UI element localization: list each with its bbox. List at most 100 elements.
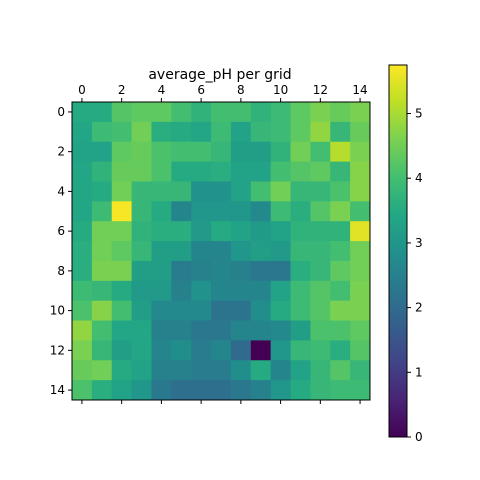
colorbar-tick-label-5: 5 (415, 107, 423, 121)
colorbar-ticks: 0 1 2 3 4 5 (407, 107, 423, 444)
heatmap-cell-r12-c13 (330, 340, 351, 361)
heatmap-cell-r14-c8 (230, 380, 252, 401)
x-tick-label-10: 10 (273, 83, 288, 97)
heatmap-cell-r2-c3 (131, 141, 152, 163)
x-tick-label-8: 8 (237, 83, 245, 97)
heatmap-cell-r2-c6 (191, 141, 212, 163)
heatmap-cell-r6-c7 (211, 221, 232, 242)
heatmap-cell-r8-c13 (330, 260, 351, 282)
heatmap-cell-r9-c3 (131, 280, 152, 302)
heatmap-cell-r7-c14 (350, 241, 371, 262)
heatmap-cell-r14-c0 (72, 380, 93, 401)
heatmap-cell-r14-c2 (111, 380, 133, 401)
heatmap-cell-r6-c3 (131, 221, 152, 242)
heatmap-cell-r13-c9 (250, 360, 272, 381)
heatmap-cell-r1-c0 (72, 121, 93, 143)
heatmap-cell-r11-c14 (350, 320, 371, 341)
heatmap-cell-r11-c5 (171, 320, 192, 341)
heatmap-cell-r13-c5 (171, 360, 192, 381)
heatmap-cell-r11-c13 (330, 320, 351, 341)
heatmap-cell-r13-c11 (290, 360, 311, 381)
heatmap-cell-r11-c7 (211, 320, 232, 341)
heatmap-cell-r10-c10 (270, 300, 292, 322)
heatmap-cell-r1-c9 (250, 121, 272, 143)
heatmap-cell-r10-c8 (230, 300, 252, 322)
heatmap-cell-r4-c8 (230, 181, 252, 202)
heatmap-cell-r11-c6 (191, 320, 212, 341)
heatmap-cell-r0-c7 (211, 102, 232, 123)
heatmap-cell-r8-c9 (250, 260, 272, 282)
heatmap-cell-r2-c10 (270, 141, 292, 163)
heatmap-cell-r1-c7 (211, 121, 232, 143)
heatmap-cell-r0-c6 (191, 102, 212, 123)
heatmap-cell-r3-c4 (151, 161, 172, 182)
heatmap-cell-r3-c14 (350, 161, 371, 182)
heatmap-cell-r12-c2 (111, 340, 133, 361)
heatmap-cell-r10-c3 (131, 300, 152, 322)
heatmap-cell-r3-c13 (330, 161, 351, 182)
heatmap-cell-r5-c3 (131, 201, 152, 222)
heatmap-cell-r3-c12 (310, 161, 331, 182)
heatmap-cell-r2-c1 (91, 141, 113, 163)
heatmap-cell-r14-c3 (131, 380, 152, 401)
heatmap-cell-r1-c13 (330, 121, 351, 143)
x-tick-label-12: 12 (313, 83, 328, 97)
heatmap-cell-r0-c13 (330, 102, 351, 123)
heatmap-cell-r6-c1 (91, 221, 113, 242)
heatmap-cell-r9-c7 (211, 280, 232, 302)
heatmap-cell-r5-c8 (230, 201, 252, 222)
heatmap-cell-r7-c3 (131, 241, 152, 262)
y-tick-label-0: 0 (57, 105, 65, 119)
heatmap-cell-r9-c0 (72, 280, 93, 302)
heatmap-cell-r3-c11 (290, 161, 311, 182)
heatmap-cell-r1-c8 (230, 121, 252, 143)
heatmap-cell-r9-c12 (310, 280, 331, 302)
heatmap-cell-r8-c1 (91, 260, 113, 282)
heatmap-cell-r11-c12 (310, 320, 331, 341)
heatmap-cell-r10-c11 (290, 300, 311, 322)
y-tick-label-8: 8 (57, 264, 65, 278)
heatmap-cell-r1-c1 (91, 121, 113, 143)
heatmap-cell-r10-c2 (111, 300, 133, 322)
heatmap-cell-r7-c0 (72, 241, 93, 262)
heatmap-cell-r3-c9 (250, 161, 272, 182)
heatmap-cell-r8-c6 (191, 260, 212, 282)
x-tick-label-2: 2 (118, 83, 126, 97)
heatmap-cell-r6-c11 (290, 221, 311, 242)
heatmap-cell-r7-c4 (151, 241, 172, 262)
heatmap-cell-r6-c6 (191, 221, 212, 242)
heatmap-cell-r12-c0 (72, 340, 93, 361)
heatmap-cell-r8-c7 (211, 260, 232, 282)
plot-frame (71, 101, 371, 401)
heatmap-cell-r2-c8 (230, 141, 252, 163)
heatmap-cell-r5-c2 (111, 201, 133, 222)
heatmap-cell-r14-c13 (330, 380, 351, 401)
heatmap-cell-r10-c12 (310, 300, 331, 322)
heatmap-cell-r12-c6 (191, 340, 212, 361)
heatmap-cell-r5-c7 (211, 201, 232, 222)
heatmap-cell-r8-c8 (230, 260, 252, 282)
heatmap-cell-r9-c11 (290, 280, 311, 302)
heatmap-cell-r13-c6 (191, 360, 212, 381)
heatmap-cell-r14-c10 (270, 380, 292, 401)
heatmap-cell-r2-c2 (111, 141, 133, 163)
heatmap-cell-r14-c9 (250, 380, 272, 401)
heatmap-cell-r8-c10 (270, 260, 292, 282)
heatmap-cell-r1-c3 (131, 121, 152, 143)
heatmap-cell-r10-c6 (191, 300, 212, 322)
heatmap-cell-r12-c12 (310, 340, 331, 361)
colorbar-tick-label-1: 1 (415, 365, 423, 379)
heatmap-cell-r11-c8 (230, 320, 252, 341)
heatmap-cell-r5-c0 (72, 201, 93, 222)
heatmap-cell-r4-c3 (131, 181, 152, 202)
heatmap-cell-r11-c2 (111, 320, 133, 341)
x-tick-label-0: 0 (78, 83, 86, 97)
heatmap-cell-r12-c1 (91, 340, 113, 361)
heatmap-cell-r0-c4 (151, 102, 172, 123)
heatmap-cell-r3-c8 (230, 161, 252, 182)
heatmap-cell-r8-c3 (131, 260, 152, 282)
heatmap-cell-r5-c13 (330, 201, 351, 222)
heatmap-cell-r4-c12 (310, 181, 331, 202)
heatmap-cell-r7-c9 (250, 241, 272, 262)
heatmap-cell-r6-c14 (350, 221, 371, 242)
